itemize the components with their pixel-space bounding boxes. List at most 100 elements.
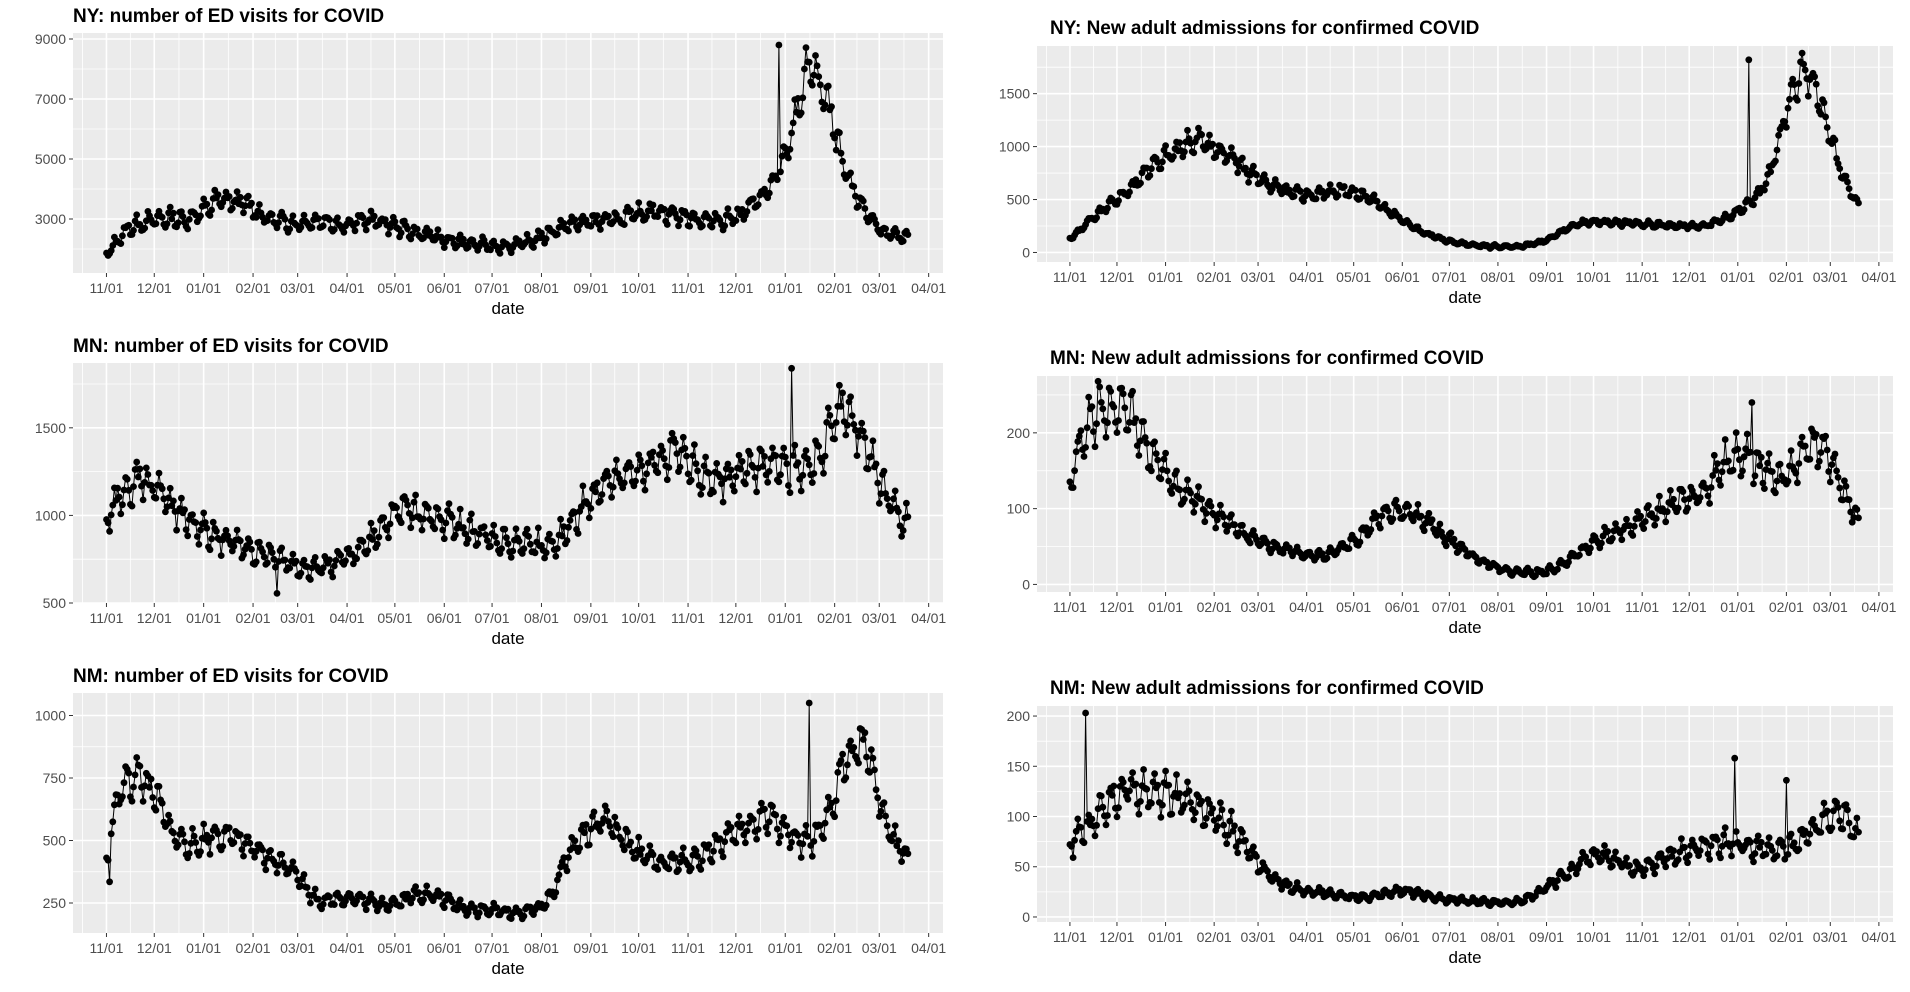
x-tick-label: 05/01 [1336,599,1371,615]
data-point [1187,799,1194,806]
data-point [182,526,190,533]
data-point [230,543,238,550]
data-point [1181,148,1188,156]
data-point [144,471,152,478]
plot-panel [73,33,943,273]
data-point [353,897,360,905]
data-point [721,838,729,846]
data-point [1844,178,1851,186]
data-point [1721,436,1729,443]
x-tick-label: 06/01 [427,280,462,296]
data-point [240,852,247,860]
data-point [240,209,247,217]
data-point [1133,442,1141,449]
data-point [437,890,445,898]
data-point [1833,155,1840,162]
x-tick-label: 02/01 [1769,929,1804,945]
data-point [1121,404,1129,412]
data-point [1604,848,1612,856]
data-point [1420,527,1428,535]
data-point [491,533,499,540]
y-tick-label: 150 [1007,758,1031,774]
data-point [1582,853,1590,861]
data-point [203,200,211,208]
data-point [869,437,877,445]
x-tick-label: 01/01 [186,940,221,956]
data-point [404,225,411,233]
x-tick-label: 03/01 [1241,599,1276,615]
data-point [1609,535,1616,542]
x-tick-label: 07/01 [475,280,510,296]
data-point [1137,798,1144,805]
data-point [1834,803,1842,811]
data-point [185,850,193,857]
data-point [1141,434,1149,441]
data-point [397,902,405,910]
data-point [1729,466,1737,474]
data-point [1239,521,1246,529]
data-point [635,451,643,459]
data-point [775,839,783,847]
data-point [743,208,751,215]
data-point [1812,431,1820,438]
data-point [264,559,271,567]
data-point [466,516,474,524]
data-point [440,535,448,543]
data-point [1326,181,1334,189]
data-point [507,249,515,257]
data-point [1811,73,1818,81]
data-point [297,223,305,231]
data-point [1786,95,1793,103]
data-point [681,444,689,452]
data-point [504,540,512,548]
data-point [1815,457,1823,465]
x-tick-label: 01/01 [768,280,803,296]
data-point [643,470,650,478]
data-point [200,820,208,828]
data-point [1300,198,1307,205]
y-tick-label: 500 [1007,192,1031,208]
data-point [330,901,338,908]
data-point [1436,520,1444,528]
data-point [1833,467,1840,475]
data-point [1220,149,1227,157]
data-point [542,901,550,909]
data-point [367,519,375,527]
data-point [185,216,193,223]
data-point [464,535,472,543]
data-point [1830,807,1837,815]
data-point [104,856,112,864]
data-point [170,497,177,505]
data-point [837,149,845,157]
data-point [213,527,220,535]
data-point [1772,157,1779,165]
data-point [409,894,416,902]
data-point [730,487,738,495]
x-tick-label: 10/01 [1576,929,1611,945]
x-tick-label: 07/01 [1432,929,1467,945]
data-point [850,183,858,190]
data-point [1740,206,1748,214]
data-point [1820,799,1828,807]
data-point [1836,165,1844,173]
data-point [509,547,517,555]
data-point [192,839,200,846]
data-point [475,909,483,917]
chart-nm-admissions: NM: New adult admissions for confirmed C… [975,660,1910,992]
data-point [319,222,327,230]
x-tick-label: 03/01 [280,280,315,296]
data-point [415,889,423,897]
x-tick-label: 09/01 [573,280,608,296]
data-point [1198,131,1205,139]
data-point [195,541,203,548]
data-point [675,866,682,874]
data-point [292,557,300,565]
data-point [549,538,556,545]
data-point [821,452,829,460]
data-point [1381,200,1389,208]
data-point [385,534,392,542]
data-point [632,477,639,485]
data-point [624,828,631,836]
data-point [582,216,590,224]
data-point [1143,439,1151,447]
